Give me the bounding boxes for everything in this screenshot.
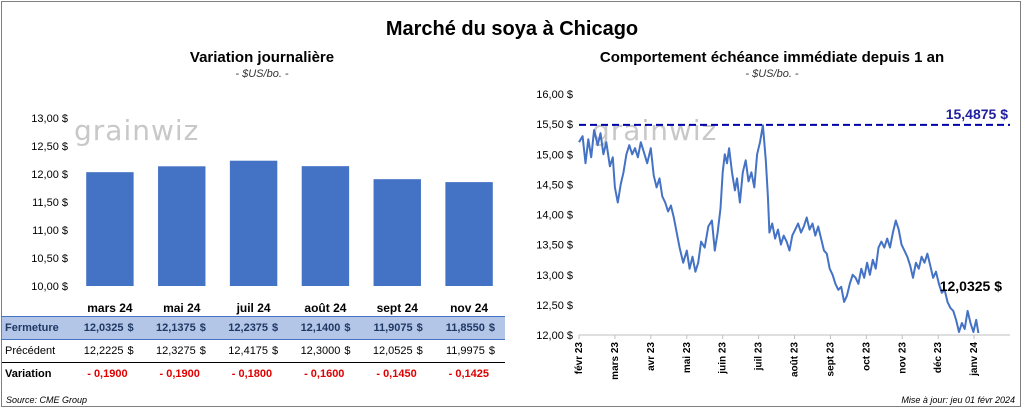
cell-change: - 0,1900 [87,368,128,380]
y-tick-label: 13,00 $ [31,113,68,125]
watermark-text: grainwiz [74,114,200,147]
cell-currency: $ [488,316,505,340]
cell-change: - 0,1600 [304,368,345,380]
left-panel-title: Variation journalière [189,49,335,66]
x-tick-label: nov 24 [450,301,488,315]
bar [445,182,493,286]
cell-value: 12,1375 [143,316,200,340]
x-tick-label: août 23 [790,342,801,377]
y-tick-label: 12,00 $ [31,169,68,181]
series-line [578,124,980,334]
y-tick-label: 12,50 $ [536,300,573,312]
source-note: Source: CME Group [6,395,88,405]
cell-value: 12,0525 [360,339,417,363]
last-value-label: 12,0325 $ [940,278,1002,294]
table-row-variation: Variation - 0,1900 - 0,1900 - 0,1800 - 0… [2,363,505,386]
bar [301,166,350,286]
x-tick-label: nov 23 [897,342,908,374]
y-tick-label: 12,00 $ [536,330,573,342]
x-tick-label: mai 24 [163,301,201,315]
cell-currency: $ [416,339,433,363]
cell-value: 12,3000 [288,339,345,363]
x-tick-label: juil 23 [754,342,765,372]
cell-value: 12,1400 [288,316,345,340]
daily-bar-chart: 10,00 $ 10,50 $ 11,00 $ 11,50 $ 12,00 $ 12,50… [31,113,493,315]
y-tick-label: 14,50 $ [536,179,573,191]
bar [86,172,134,286]
x-tick-label: sept 24 [377,301,419,315]
y-tick-label: 12,50 $ [31,141,68,153]
cell-value: 12,4175 [215,339,273,363]
grainwiz-watermark-logo: grainwiz [74,114,199,147]
y-tick-label: 14,00 $ [536,210,573,222]
table-row-fermeture: Fermeture 12,0325 $ 12,1375 $ 12,2375 $ 12,… [2,316,505,340]
cell-currency: $ [488,339,505,363]
y-tick-label: 11,00 $ [32,225,68,237]
cell-value: 12,2225 [71,339,128,363]
y-tick-label: 13,50 $ [536,240,573,252]
x-tick-label: mai 23 [682,342,693,374]
left-panel-subtitle: - $US/bo. - [235,68,289,80]
cell-currency: $ [416,316,433,340]
reference-line-label: 15,4875 $ [946,106,1008,122]
right-panel-subtitle: - $US/bo. - [745,68,799,80]
cell-currency: $ [272,316,289,340]
price-table: Fermeture 12,0325 $ 12,1375 $ 12,2375 $ 12,… [2,316,505,385]
cell-currency: $ [127,339,144,363]
cell-value: 12,2375 [215,316,273,340]
row-label: Variation [5,368,52,380]
y-tick-label: 10,50 $ [31,253,68,265]
y-tick-label: 15,00 $ [536,149,573,161]
x-tick-label: oct 23 [861,342,872,371]
cell-change: - 0,1900 [159,368,200,380]
watermark-text: grainwiz [592,114,718,147]
cell-currency: $ [272,339,289,363]
cell-change: - 0,1800 [231,368,273,380]
bar [158,166,206,286]
dashboard-title: Marché du soya à Chicago [385,18,639,40]
cell-value: 12,0325 [71,316,128,340]
cell-change: - 0,1450 [376,368,417,380]
x-tick-label: juin 23 [718,342,729,375]
cell-value: 11,9075 [360,316,417,340]
x-tick-label: avr 23 [646,342,657,371]
y-tick-label: 13,00 $ [536,270,573,282]
y-tick-label: 15,50 $ [536,119,573,131]
front-month-line-chart: 12,00 $ 12,50 $ 13,00 $ 13,50 $ 14,00 $ 14,50… [536,89,1010,380]
cell-change: - 0,1425 [448,368,490,380]
x-tick-label: sept 23 [825,342,836,377]
cell-currency: $ [199,316,216,340]
row-label: Fermeture [2,316,72,340]
table-row-precedent: Précédent 12,2225 $ 12,3275 $ 12,4175 $ 12,… [2,339,505,363]
x-tick-label: mars 24 [87,301,133,315]
y-tick-label: 10,00 $ [31,281,68,293]
cell-value: 11,8550 [432,316,489,340]
cell-currency: $ [344,339,361,363]
x-tick-label: juil 24 [236,301,271,315]
x-tick-label: mars 23 [610,342,621,380]
x-tick-label: janv 24 [969,342,980,377]
row-label: Précédent [2,339,72,363]
grainwiz-watermark-logo-2: grainwiz [592,114,717,147]
x-tick-label: févr 23 [574,342,585,375]
y-tick-label: 11,50 $ [32,197,68,209]
cell-currency: $ [127,316,144,340]
right-panel-title: Comportement échéance immédiate depuis 1… [599,49,945,66]
cell-value: 12,3275 [143,339,200,363]
update-note: Mise à jour: jeu 01 févr 2024 [901,395,1015,405]
bar [229,160,278,286]
cell-currency: $ [344,316,361,340]
x-tick-label: déc 23 [933,342,944,374]
x-tick-label: août 24 [304,301,346,315]
cell-currency: $ [199,339,216,363]
cell-value: 11,9975 [432,339,489,363]
y-tick-label: 16,00 $ [536,89,573,101]
bar [373,179,421,286]
